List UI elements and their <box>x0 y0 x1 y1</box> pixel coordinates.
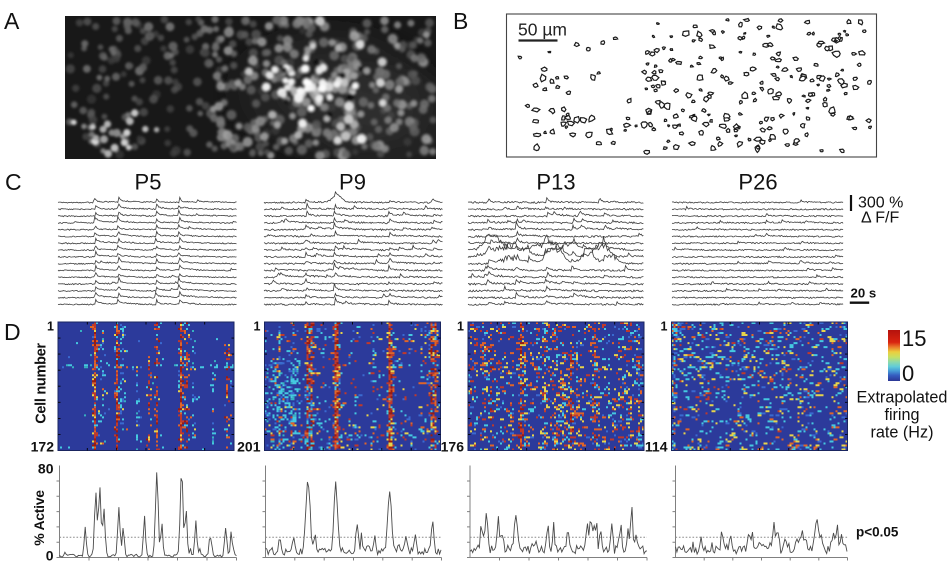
svg-text:114: 114 <box>645 439 668 455</box>
svg-text:firing: firing <box>884 406 919 424</box>
svg-text:Extrapolated: Extrapolated <box>857 389 948 407</box>
svg-text:1: 1 <box>47 320 54 334</box>
svg-text:50 µm: 50 µm <box>518 20 567 40</box>
svg-text:300 %: 300 % <box>858 195 903 212</box>
svg-text:D: D <box>4 319 21 345</box>
svg-text:% Active: % Active <box>31 490 47 546</box>
svg-text:Cell number: Cell number <box>34 343 50 424</box>
svg-text:rate (Hz): rate (Hz) <box>871 424 934 442</box>
svg-text:20 s: 20 s <box>851 286 877 301</box>
svg-text:C: C <box>5 169 22 195</box>
svg-text:P5: P5 <box>135 170 162 195</box>
svg-text:p<0.05: p<0.05 <box>856 525 899 540</box>
svg-text:15: 15 <box>902 326 926 351</box>
svg-text:B: B <box>453 8 468 34</box>
svg-text:0: 0 <box>902 361 914 386</box>
svg-text:201: 201 <box>237 439 261 455</box>
svg-text:P13: P13 <box>536 170 575 195</box>
svg-text:172: 172 <box>31 439 55 455</box>
svg-text:P9: P9 <box>339 170 366 195</box>
svg-text:1: 1 <box>457 320 464 334</box>
svg-text:A: A <box>4 8 20 34</box>
svg-text:80: 80 <box>38 461 54 477</box>
svg-text:176: 176 <box>441 439 465 455</box>
svg-text:Δ F/F: Δ F/F <box>861 210 899 227</box>
svg-text:P26: P26 <box>738 170 777 195</box>
svg-text:0: 0 <box>46 548 54 564</box>
svg-text:1: 1 <box>254 320 261 334</box>
svg-text:1: 1 <box>661 320 668 334</box>
